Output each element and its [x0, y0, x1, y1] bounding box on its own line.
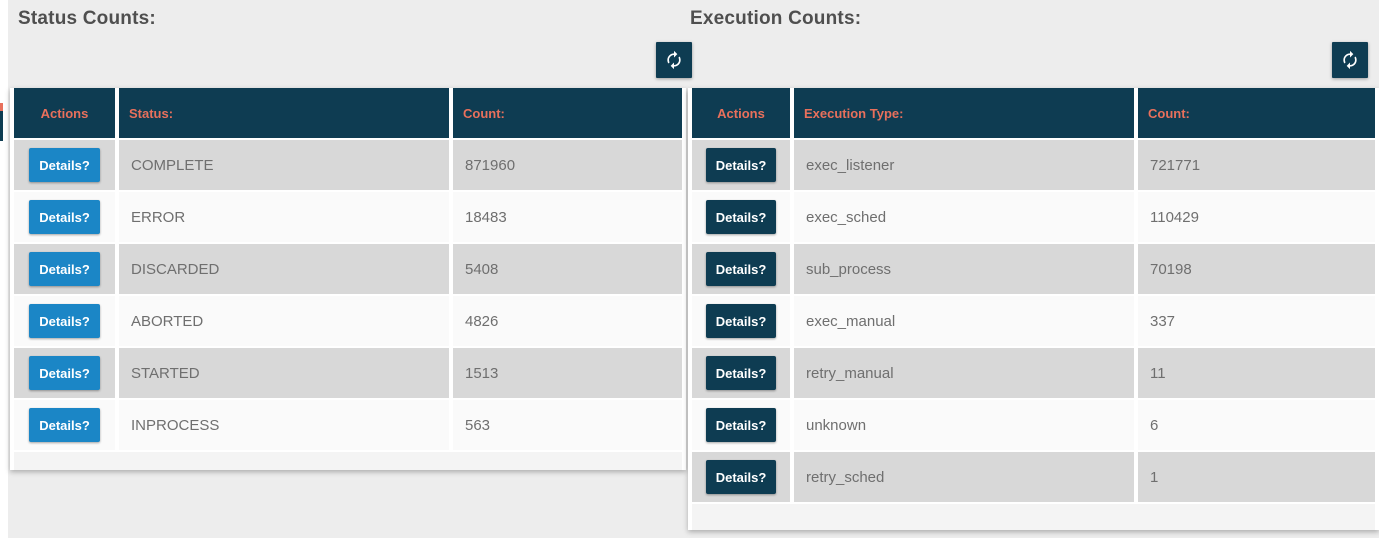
details-button[interactable]: Details? — [29, 252, 100, 286]
actions-cell: Details? — [14, 296, 115, 346]
details-button[interactable]: Details? — [29, 304, 100, 338]
row-name-cell: ERROR — [119, 192, 449, 242]
details-button[interactable]: Details? — [705, 408, 777, 442]
details-button[interactable]: Details? — [29, 148, 100, 182]
actions-cell: Details? — [14, 244, 115, 294]
status-counts-title: Status Counts: — [18, 8, 156, 29]
column-header-count: Count: — [1138, 88, 1375, 138]
details-button[interactable]: Details? — [705, 200, 777, 234]
table-row: Details? ERROR 18483 — [14, 192, 682, 242]
column-header-actions: Actions — [692, 88, 790, 138]
details-button[interactable]: Details? — [29, 200, 100, 234]
refresh-status-button[interactable] — [656, 42, 692, 78]
row-count-cell: 871960 — [453, 140, 682, 190]
row-name-cell: retry_sched — [794, 452, 1134, 502]
details-button[interactable]: Details? — [29, 356, 100, 390]
table-row: Details? INPROCESS 563 — [14, 400, 682, 450]
row-count-cell: 5408 — [453, 244, 682, 294]
row-name-cell: ABORTED — [119, 296, 449, 346]
row-count-cell: 721771 — [1138, 140, 1375, 190]
column-header-count: Count: — [453, 88, 682, 138]
row-name-cell: COMPLETE — [119, 140, 449, 190]
actions-cell: Details? — [692, 192, 790, 242]
clipped-element-left-edge — [0, 111, 3, 141]
execution-counts-table: Actions Execution Type: Count: Details? … — [688, 88, 1379, 530]
row-count-cell: 6 — [1138, 400, 1375, 450]
row-count-cell: 1 — [1138, 452, 1375, 502]
refresh-execution-button[interactable] — [1332, 42, 1368, 78]
table-row: Details? exec_listener 721771 — [692, 140, 1375, 190]
row-count-cell: 4826 — [453, 296, 682, 346]
actions-cell: Details? — [14, 400, 115, 450]
details-button[interactable]: Details? — [29, 408, 100, 442]
row-count-cell: 337 — [1138, 296, 1375, 346]
details-button[interactable]: Details? — [705, 460, 777, 494]
row-name-cell: retry_manual — [794, 348, 1134, 398]
table-row: Details? retry_manual 11 — [692, 348, 1375, 398]
table-footer — [14, 452, 682, 470]
column-header-actions: Actions — [14, 88, 115, 138]
actions-cell: Details? — [14, 348, 115, 398]
actions-cell: Details? — [14, 140, 115, 190]
row-name-cell: INPROCESS — [119, 400, 449, 450]
table-row: Details? retry_sched 1 — [692, 452, 1375, 502]
actions-cell: Details? — [692, 244, 790, 294]
row-name-cell: sub_process — [794, 244, 1134, 294]
sync-icon — [1340, 50, 1360, 70]
table-footer — [692, 504, 1375, 530]
details-button[interactable]: Details? — [705, 252, 777, 286]
row-name-cell: exec_listener — [794, 140, 1134, 190]
row-name-cell: DISCARDED — [119, 244, 449, 294]
row-count-cell: 70198 — [1138, 244, 1375, 294]
status-table-body: Details? COMPLETE 871960 Details? ERROR … — [14, 138, 682, 450]
row-count-cell: 563 — [453, 400, 682, 450]
actions-cell: Details? — [14, 192, 115, 242]
table-row: Details? DISCARDED 5408 — [14, 244, 682, 294]
row-name-cell: unknown — [794, 400, 1134, 450]
row-name-cell: STARTED — [119, 348, 449, 398]
details-button[interactable]: Details? — [705, 148, 777, 182]
table-row: Details? sub_process 70198 — [692, 244, 1375, 294]
table-row: Details? ABORTED 4826 — [14, 296, 682, 346]
actions-cell: Details? — [692, 348, 790, 398]
row-name-cell: exec_manual — [794, 296, 1134, 346]
table-row: Details? exec_manual 337 — [692, 296, 1375, 346]
actions-cell: Details? — [692, 452, 790, 502]
actions-cell: Details? — [692, 400, 790, 450]
row-count-cell: 11 — [1138, 348, 1375, 398]
row-name-cell: exec_sched — [794, 192, 1134, 242]
table-row: Details? COMPLETE 871960 — [14, 140, 682, 190]
table-header-row: Actions Execution Type: Count: — [692, 88, 1375, 138]
status-counts-table: Actions Status: Count: Details? COMPLETE… — [10, 88, 686, 470]
actions-cell: Details? — [692, 296, 790, 346]
column-header-status: Status: — [119, 88, 449, 138]
row-count-cell: 18483 — [453, 192, 682, 242]
sync-icon — [664, 50, 684, 70]
actions-cell: Details? — [692, 140, 790, 190]
clipped-element-left-edge — [0, 103, 3, 111]
details-button[interactable]: Details? — [705, 304, 777, 338]
table-row: Details? STARTED 1513 — [14, 348, 682, 398]
table-row: Details? unknown 6 — [692, 400, 1375, 450]
column-header-execution-type: Execution Type: — [794, 88, 1134, 138]
row-count-cell: 1513 — [453, 348, 682, 398]
execution-table-body: Details? exec_listener 721771 Details? e… — [692, 138, 1375, 502]
table-row: Details? exec_sched 110429 — [692, 192, 1375, 242]
table-header-row: Actions Status: Count: — [14, 88, 682, 138]
row-count-cell: 110429 — [1138, 192, 1375, 242]
execution-counts-title: Execution Counts: — [690, 8, 862, 29]
details-button[interactable]: Details? — [705, 356, 777, 390]
